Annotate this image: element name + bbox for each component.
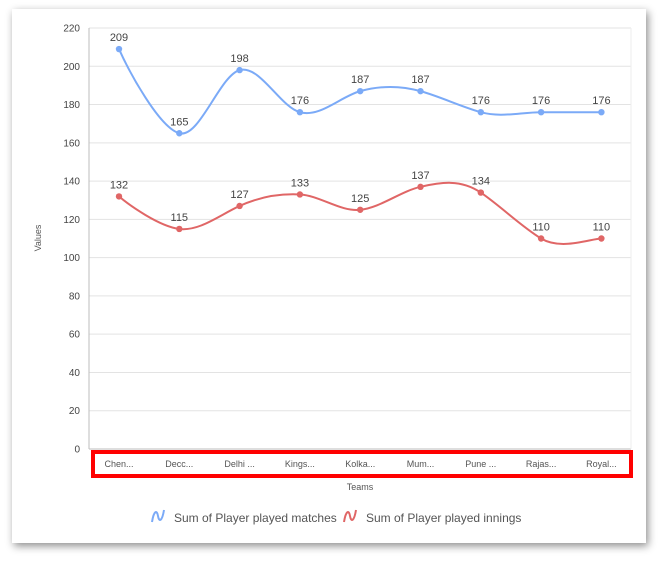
data-point: [417, 183, 424, 191]
data-point: [115, 193, 123, 200]
data-point: [537, 109, 545, 116]
data-label: 176: [291, 95, 309, 107]
x-tick-label: Chen...: [104, 459, 133, 469]
y-axis-title: Values: [33, 224, 43, 251]
x-tick-label: Decc...: [165, 459, 193, 469]
data-point: [296, 109, 304, 116]
y-tick-label: 220: [63, 24, 80, 35]
legend-label: Sum of Player played matches: [174, 511, 337, 525]
data-labels: 209 165 198 176 187 187 176 176 176 132 115 127 133 1…: [110, 32, 611, 233]
data-point: [236, 66, 243, 74]
x-tick-label: Kolka...: [345, 459, 375, 469]
data-point: [115, 45, 123, 53]
y-tick-label: 100: [63, 253, 80, 264]
data-label: 187: [411, 74, 429, 86]
data-point: [176, 225, 183, 233]
gridlines: [88, 27, 632, 450]
y-tick-label: 0: [74, 445, 80, 456]
data-label: 132: [110, 179, 128, 191]
data-label: 176: [472, 95, 490, 107]
data-label: 209: [110, 32, 128, 44]
y-tick-labels: 0 20 40 60 80 100 120 140 160 180 200 220: [63, 24, 80, 456]
x-axis-highlight-box: [91, 450, 633, 478]
y-tick-label: 40: [69, 368, 81, 379]
data-label: 176: [532, 95, 550, 107]
data-label: 134: [472, 176, 490, 188]
y-tick-label: 160: [63, 138, 80, 149]
data-label: 133: [291, 177, 309, 189]
data-point: [357, 87, 364, 95]
x-tick-label: Kings...: [285, 459, 315, 469]
x-axis-title: Teams: [347, 482, 374, 492]
y-tick-label: 80: [69, 291, 81, 302]
series-points: [115, 45, 605, 242]
data-label: 137: [411, 170, 429, 182]
data-label: 125: [351, 193, 369, 205]
data-label: 115: [171, 212, 189, 224]
data-label: 127: [230, 189, 248, 201]
y-tick-label: 200: [63, 62, 80, 73]
x-tick-label: Royal...: [586, 459, 617, 469]
y-tick-label: 180: [63, 100, 80, 111]
legend-line-icon: [151, 509, 165, 523]
series-line: [118, 48, 602, 135]
y-tick-label: 120: [63, 215, 80, 226]
legend: Sum of Player played matches Sum of Playe…: [151, 509, 521, 525]
legend-item: Sum of Player played innings: [343, 509, 521, 525]
y-tick-label: 20: [69, 406, 81, 417]
x-tick-label: Pune ...: [465, 459, 496, 469]
data-label: 198: [230, 53, 248, 65]
x-tick-label: Delhi ...: [224, 459, 255, 469]
legend-item: Sum of Player played matches: [151, 509, 337, 525]
data-point: [477, 109, 484, 116]
data-label: 110: [593, 222, 611, 234]
chart-card: [12, 9, 646, 543]
data-point: [236, 202, 243, 210]
data-point: [176, 130, 183, 137]
data-point: [296, 191, 304, 198]
y-tick-label: 60: [69, 330, 81, 341]
data-point: [417, 87, 424, 95]
data-point: [598, 109, 605, 116]
data-point: [357, 206, 364, 213]
data-label: 187: [351, 74, 369, 86]
x-tick-label: Mum...: [407, 459, 435, 469]
data-label: 165: [170, 116, 188, 128]
y-tick-label: 140: [63, 177, 80, 188]
x-tick-label: Rajas...: [526, 459, 557, 469]
data-label: 176: [592, 95, 610, 107]
data-point: [477, 189, 484, 196]
legend-label: Sum of Player played innings: [366, 511, 521, 525]
data-point: [537, 235, 545, 242]
x-tick-labels: Chen... Decc... Delhi ... Kings... Kolka... M…: [104, 459, 616, 469]
legend-line-icon: [343, 509, 357, 523]
data-point: [598, 235, 605, 242]
data-label: 110: [532, 222, 550, 234]
